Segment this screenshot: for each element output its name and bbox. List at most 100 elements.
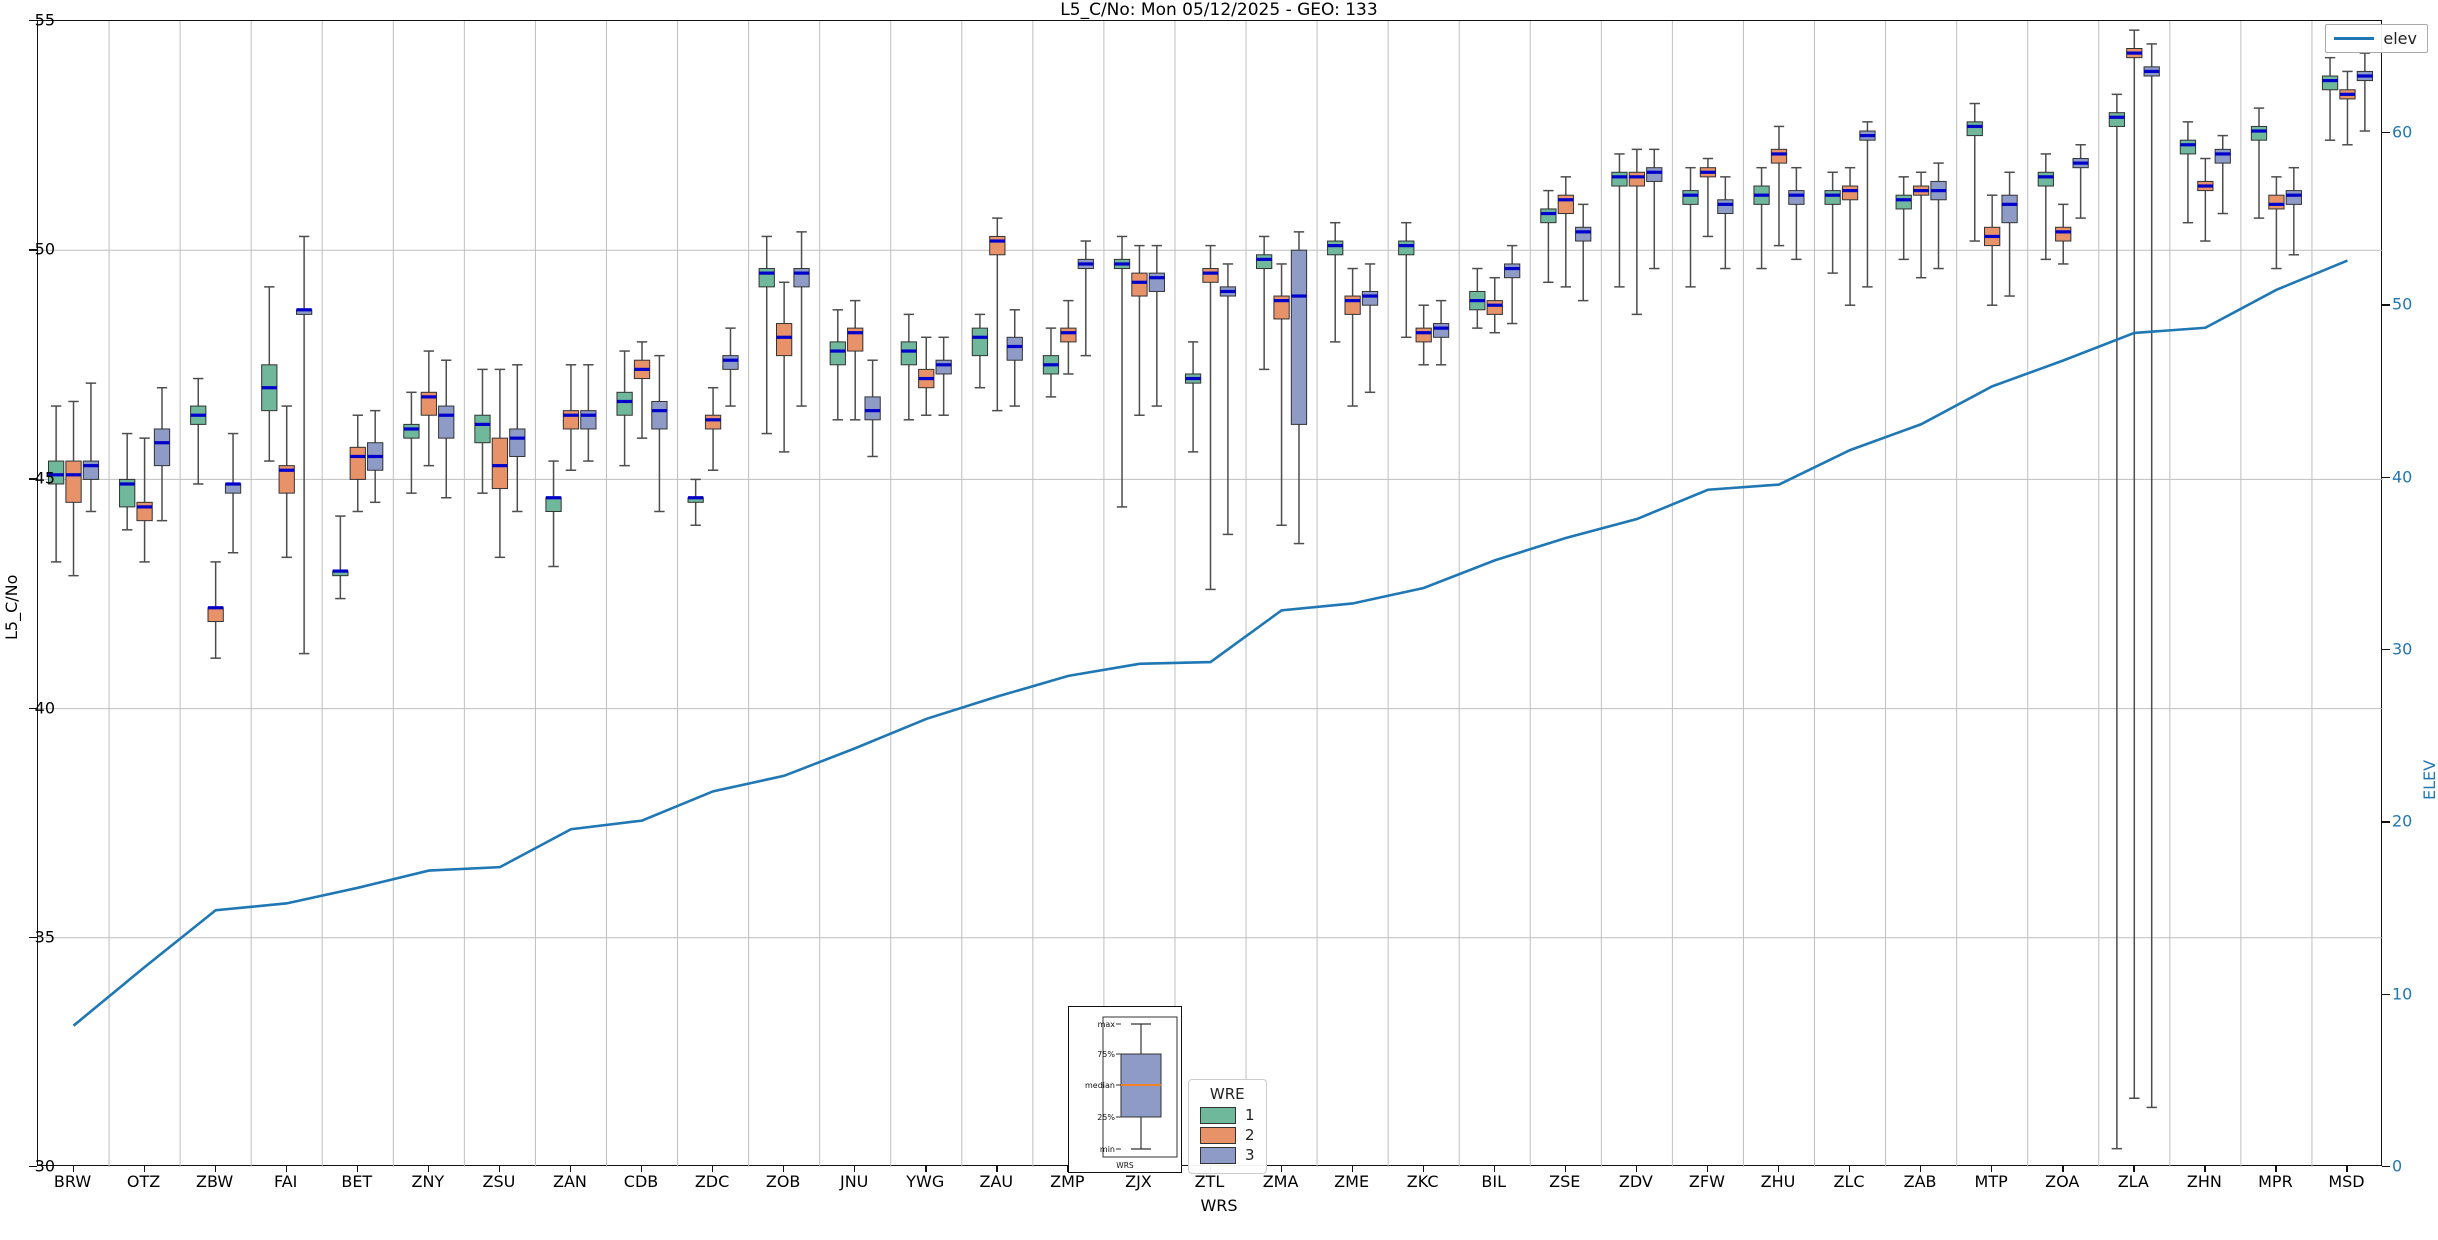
chart-canvas (38, 21, 2383, 1167)
y-tick-left-35: 35 (34, 927, 55, 947)
x-tick-mark-ZSE (1564, 1166, 1567, 1172)
box-ZME-wre1 (1327, 221, 1344, 343)
x-tick-mark-BRW (72, 1166, 74, 1172)
plot-area (37, 20, 2383, 1167)
x-tick-ZJX: ZJX (1125, 1172, 1152, 1191)
x-tick-mark-ZME (1351, 1166, 1353, 1172)
y-tick-right-20: 20 (2392, 811, 2413, 831)
x-tick-ZFW: ZFW (1688, 1172, 1725, 1191)
y-tick-right-50: 50 (2392, 294, 2413, 314)
x-tick-mark-ZNY (427, 1166, 430, 1172)
box-ZBW-wre2 (207, 561, 224, 659)
inset-label-4: min (1100, 1145, 1115, 1154)
box-ZSE-wre2 (1557, 176, 1574, 288)
box-ZME-wre3 (1361, 263, 1379, 394)
box-ZKC-wre3 (1432, 299, 1450, 366)
box-MTP-wre1 (1966, 102, 1983, 242)
y-tick-left-55: 55 (34, 10, 55, 30)
y-tick-mark-right-20 (2382, 821, 2390, 823)
box-BET-wre3 (367, 409, 384, 504)
box-ZMA-wre3 (1290, 231, 1308, 545)
x-tick-mark-BET (356, 1166, 359, 1172)
y-tick-mark-left-45 (29, 478, 37, 480)
legend-wre-rows: 1 2 3 (1200, 1106, 1255, 1164)
x-tick-ZME: ZME (1334, 1172, 1370, 1191)
inset-label-3: 25% (1097, 1113, 1115, 1122)
y-tick-mark-right-0 (2382, 1166, 2390, 1168)
box-BRW-wre2 (65, 400, 82, 577)
y-tick-right-0: 0 (2392, 1156, 2403, 1176)
x-tick-ZHU: ZHU (1760, 1172, 1796, 1191)
box-CDB-wre2 (633, 341, 651, 439)
box-ZOA-wre2 (2055, 203, 2072, 265)
box-ZDC-wre1 (687, 478, 704, 526)
box-MPR-wre3 (2285, 166, 2302, 256)
x-tick-ZAB: ZAB (1903, 1172, 1937, 1191)
x-tick-ZSE: ZSE (1549, 1172, 1581, 1191)
box-ZMA-wre1 (1256, 235, 1273, 371)
box-ZFW-wre2 (1699, 157, 1717, 238)
box-ZSU-wre1 (474, 368, 491, 494)
legend-elev[interactable]: elev (2325, 24, 2428, 53)
x-tick-ZLA: ZLA (2117, 1172, 2149, 1191)
y-tick-right-40: 40 (2392, 467, 2413, 487)
legend-wre-item-2[interactable]: 2 (1200, 1126, 1255, 1144)
legend-label-1: 1 (1245, 1106, 1255, 1124)
y-tick-mark-left-30 (29, 1166, 37, 1168)
legend-wre[interactable]: WRE 1 2 3 (1188, 1079, 1267, 1174)
legend-wre-item-1[interactable]: 1 (1200, 1106, 1255, 1124)
x-tick-mark-ZDV (1635, 1166, 1638, 1172)
legend-label-2: 2 (1245, 1126, 1255, 1144)
x-tick-MTP: MTP (1974, 1172, 2008, 1191)
box-BIL-wre1 (1469, 267, 1486, 329)
y-tick-mark-right-40 (2382, 476, 2390, 479)
x-tick-ZHN: ZHN (2186, 1172, 2222, 1191)
box-CDB-wre1 (616, 350, 633, 467)
x-tick-ZMA: ZMA (1262, 1172, 1299, 1191)
x-tick-ZOA: ZOA (2045, 1172, 2080, 1191)
x-tick-ZTL: ZTL (1194, 1172, 1225, 1191)
box-MPR-wre1 (2250, 107, 2268, 219)
x-tick-FAI: FAI (274, 1172, 298, 1191)
x-axis-label: WRS (1200, 1196, 1238, 1215)
box-CDB-wre3 (651, 354, 668, 513)
box-ZKC-wre2 (1415, 304, 1432, 366)
x-tick-mark-ZAN (569, 1166, 572, 1172)
inset-label-2: median (1085, 1081, 1115, 1090)
box-ZTL-wre3 (1219, 263, 1237, 536)
box-FAI-wre1 (261, 286, 278, 462)
x-tick-mark-ZLC (1849, 1166, 1851, 1172)
box-ZNY-wre1 (403, 391, 420, 494)
box-ZTL-wre2 (1202, 244, 1219, 591)
box-ZKC-wre1 (1398, 221, 1415, 339)
box-FAI-wre2 (278, 405, 295, 559)
x-tick-mark-ZHN (2204, 1166, 2206, 1172)
box-ZDV-wre1 (1611, 153, 1628, 288)
box-ZAN-wre2 (562, 364, 580, 471)
box-ZNY-wre2 (420, 350, 437, 467)
x-tick-MSD: MSD (2328, 1172, 2365, 1191)
box-ZSE-wre1 (1540, 189, 1557, 284)
box-MSD-wre3 (2356, 52, 2374, 132)
x-tick-ZMP: ZMP (1050, 1172, 1085, 1191)
y-axis-label-right: ELEV (2420, 759, 2438, 800)
box-YWG-wre1 (900, 313, 917, 421)
x-tick-mark-ZOA (2062, 1166, 2064, 1172)
box-ZMP-wre2 (1060, 299, 1077, 375)
box-YWG-wre3 (935, 336, 952, 416)
y-tick-mark-left-40 (29, 707, 37, 709)
legend-wre-item-3[interactable]: 3 (1200, 1146, 1255, 1164)
x-tick-mark-ZAU (996, 1166, 998, 1172)
x-tick-mark-ZBW (214, 1166, 216, 1172)
x-tick-BET: BET (341, 1172, 373, 1191)
box-JNU-wre2 (847, 299, 864, 421)
x-tick-mark-MTP (1991, 1166, 1993, 1172)
box-ZBW-wre1 (190, 377, 207, 485)
box-BRW-wre1 (47, 405, 65, 563)
x-tick-mark-ZDC (712, 1166, 714, 1172)
box-OTZ-wre2 (136, 437, 153, 563)
x-tick-ZDV: ZDV (1618, 1172, 1653, 1191)
box-YWG-wre2 (918, 336, 935, 416)
box-ZAB-wre2 (1912, 171, 1930, 279)
